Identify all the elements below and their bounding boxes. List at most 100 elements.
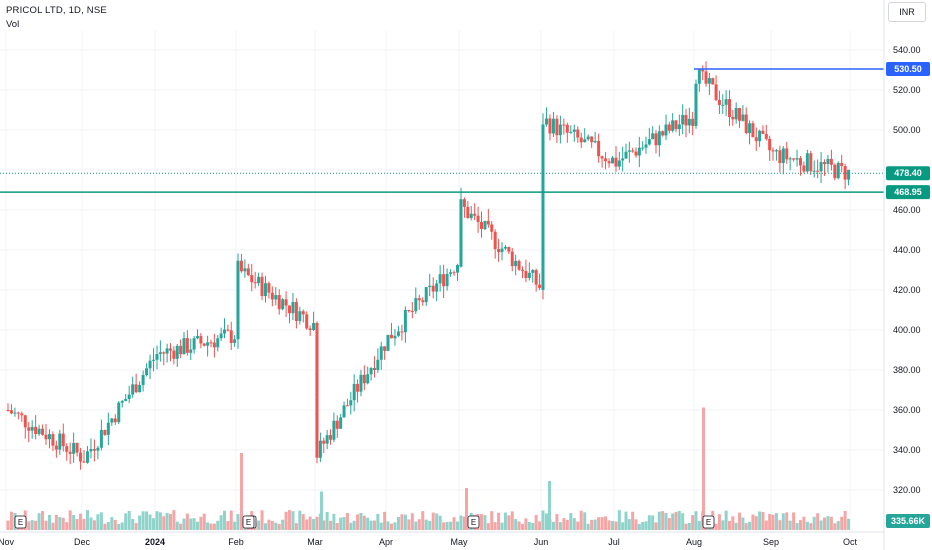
volume-bar xyxy=(621,522,625,530)
volume-bar xyxy=(106,521,110,530)
candle-body xyxy=(335,420,339,429)
candle-body xyxy=(593,140,597,143)
volume-bar xyxy=(41,511,45,530)
x-tick-label: Jul xyxy=(608,537,620,547)
candle-body xyxy=(694,83,698,103)
candle-body xyxy=(507,246,511,252)
candle-body xyxy=(694,102,698,121)
volume-bar xyxy=(226,521,230,530)
candle-body xyxy=(179,345,183,355)
volume-bar xyxy=(386,521,390,530)
volume-bar xyxy=(514,519,518,530)
y-tick-label: 360.00 xyxy=(893,405,921,415)
candle-body xyxy=(452,272,456,274)
volume-bar xyxy=(657,511,661,530)
volume-bar xyxy=(257,520,261,530)
volume-bar xyxy=(383,511,387,530)
volume-bar xyxy=(260,510,264,530)
volume-bar xyxy=(617,510,621,530)
candle-body xyxy=(54,445,58,450)
volume-bar xyxy=(332,513,336,530)
candle-body xyxy=(691,118,695,126)
earnings-marker[interactable] xyxy=(14,515,27,529)
candle-body xyxy=(500,248,504,253)
volume-bar xyxy=(206,522,210,530)
candle-body xyxy=(65,446,69,452)
candle-body xyxy=(366,374,370,384)
candle-body xyxy=(744,114,748,134)
volume-bar xyxy=(233,521,237,530)
candle-body xyxy=(192,338,196,350)
volume-bars xyxy=(6,407,851,530)
candle-body xyxy=(442,274,446,287)
candle-body xyxy=(431,285,435,292)
volume-bar xyxy=(284,511,288,530)
candle-body xyxy=(369,368,373,375)
earnings-marker[interactable] xyxy=(242,515,255,529)
x-tick-label: May xyxy=(450,537,468,547)
volume-bar xyxy=(738,512,742,530)
earnings-marker[interactable] xyxy=(467,515,480,529)
volume-bar xyxy=(647,515,651,530)
x-tick-label: Feb xyxy=(228,537,244,547)
candle-body xyxy=(206,342,210,346)
volume-bar xyxy=(483,515,487,530)
candle-body xyxy=(308,328,312,330)
earnings-markers[interactable]: EEEEE xyxy=(14,515,715,529)
candle-body xyxy=(13,412,17,414)
volume-bar xyxy=(833,523,837,530)
volume-bar xyxy=(79,513,83,530)
candle-body xyxy=(604,158,608,162)
volume-tag: 335.66K xyxy=(891,516,926,526)
volume-bar xyxy=(435,513,439,530)
volume-bar xyxy=(527,521,531,530)
volume-bar xyxy=(558,522,562,530)
x-axis[interactable]: Nov Dec 2024 Feb Mar Apr May Jun Jul Aug Sep Oct xyxy=(0,537,857,547)
currency-selector[interactable]: INR xyxy=(888,2,926,22)
candle-body xyxy=(428,285,432,288)
candle-body xyxy=(677,124,681,130)
volume-bar xyxy=(277,523,281,530)
candle-body xyxy=(134,384,138,393)
last-price-tag: 478.40 xyxy=(894,168,922,178)
volume-bar xyxy=(270,520,274,530)
volume-bar xyxy=(452,517,456,530)
candle-body xyxy=(548,118,552,134)
y-tick-label: 540.00 xyxy=(893,45,921,55)
candle-body xyxy=(281,299,285,310)
volume-bar xyxy=(75,518,79,530)
candle-body xyxy=(473,213,477,216)
candle-body xyxy=(414,298,418,312)
volume-bar xyxy=(624,511,628,530)
candle-body xyxy=(579,137,583,143)
candle-body xyxy=(233,339,237,343)
volume-bar xyxy=(158,512,162,530)
volume-bar xyxy=(124,513,128,530)
horizontal-lines[interactable] xyxy=(0,68,884,193)
candle-body xyxy=(490,224,494,232)
candle-body xyxy=(44,434,48,440)
x-tick-label: Aug xyxy=(686,537,702,547)
candle-body xyxy=(731,116,735,120)
candle-body xyxy=(298,311,302,322)
volume-bar xyxy=(96,514,100,530)
volume-spike xyxy=(320,491,323,530)
volume-bar xyxy=(456,521,460,530)
volume-bar xyxy=(681,513,685,530)
candle-body xyxy=(277,295,281,310)
candle-body xyxy=(141,375,145,386)
candle-body xyxy=(558,124,562,136)
volume-bar xyxy=(462,516,466,530)
candle-body xyxy=(172,350,176,359)
volume-bar xyxy=(517,521,521,530)
candle-body xyxy=(263,283,267,297)
candle-body xyxy=(704,71,708,84)
candle-body xyxy=(318,440,322,458)
volume-bar xyxy=(654,522,658,530)
earnings-marker[interactable] xyxy=(702,515,715,529)
volume-bar xyxy=(721,520,725,530)
volume-bar xyxy=(223,510,226,530)
volume-bar xyxy=(600,517,604,530)
